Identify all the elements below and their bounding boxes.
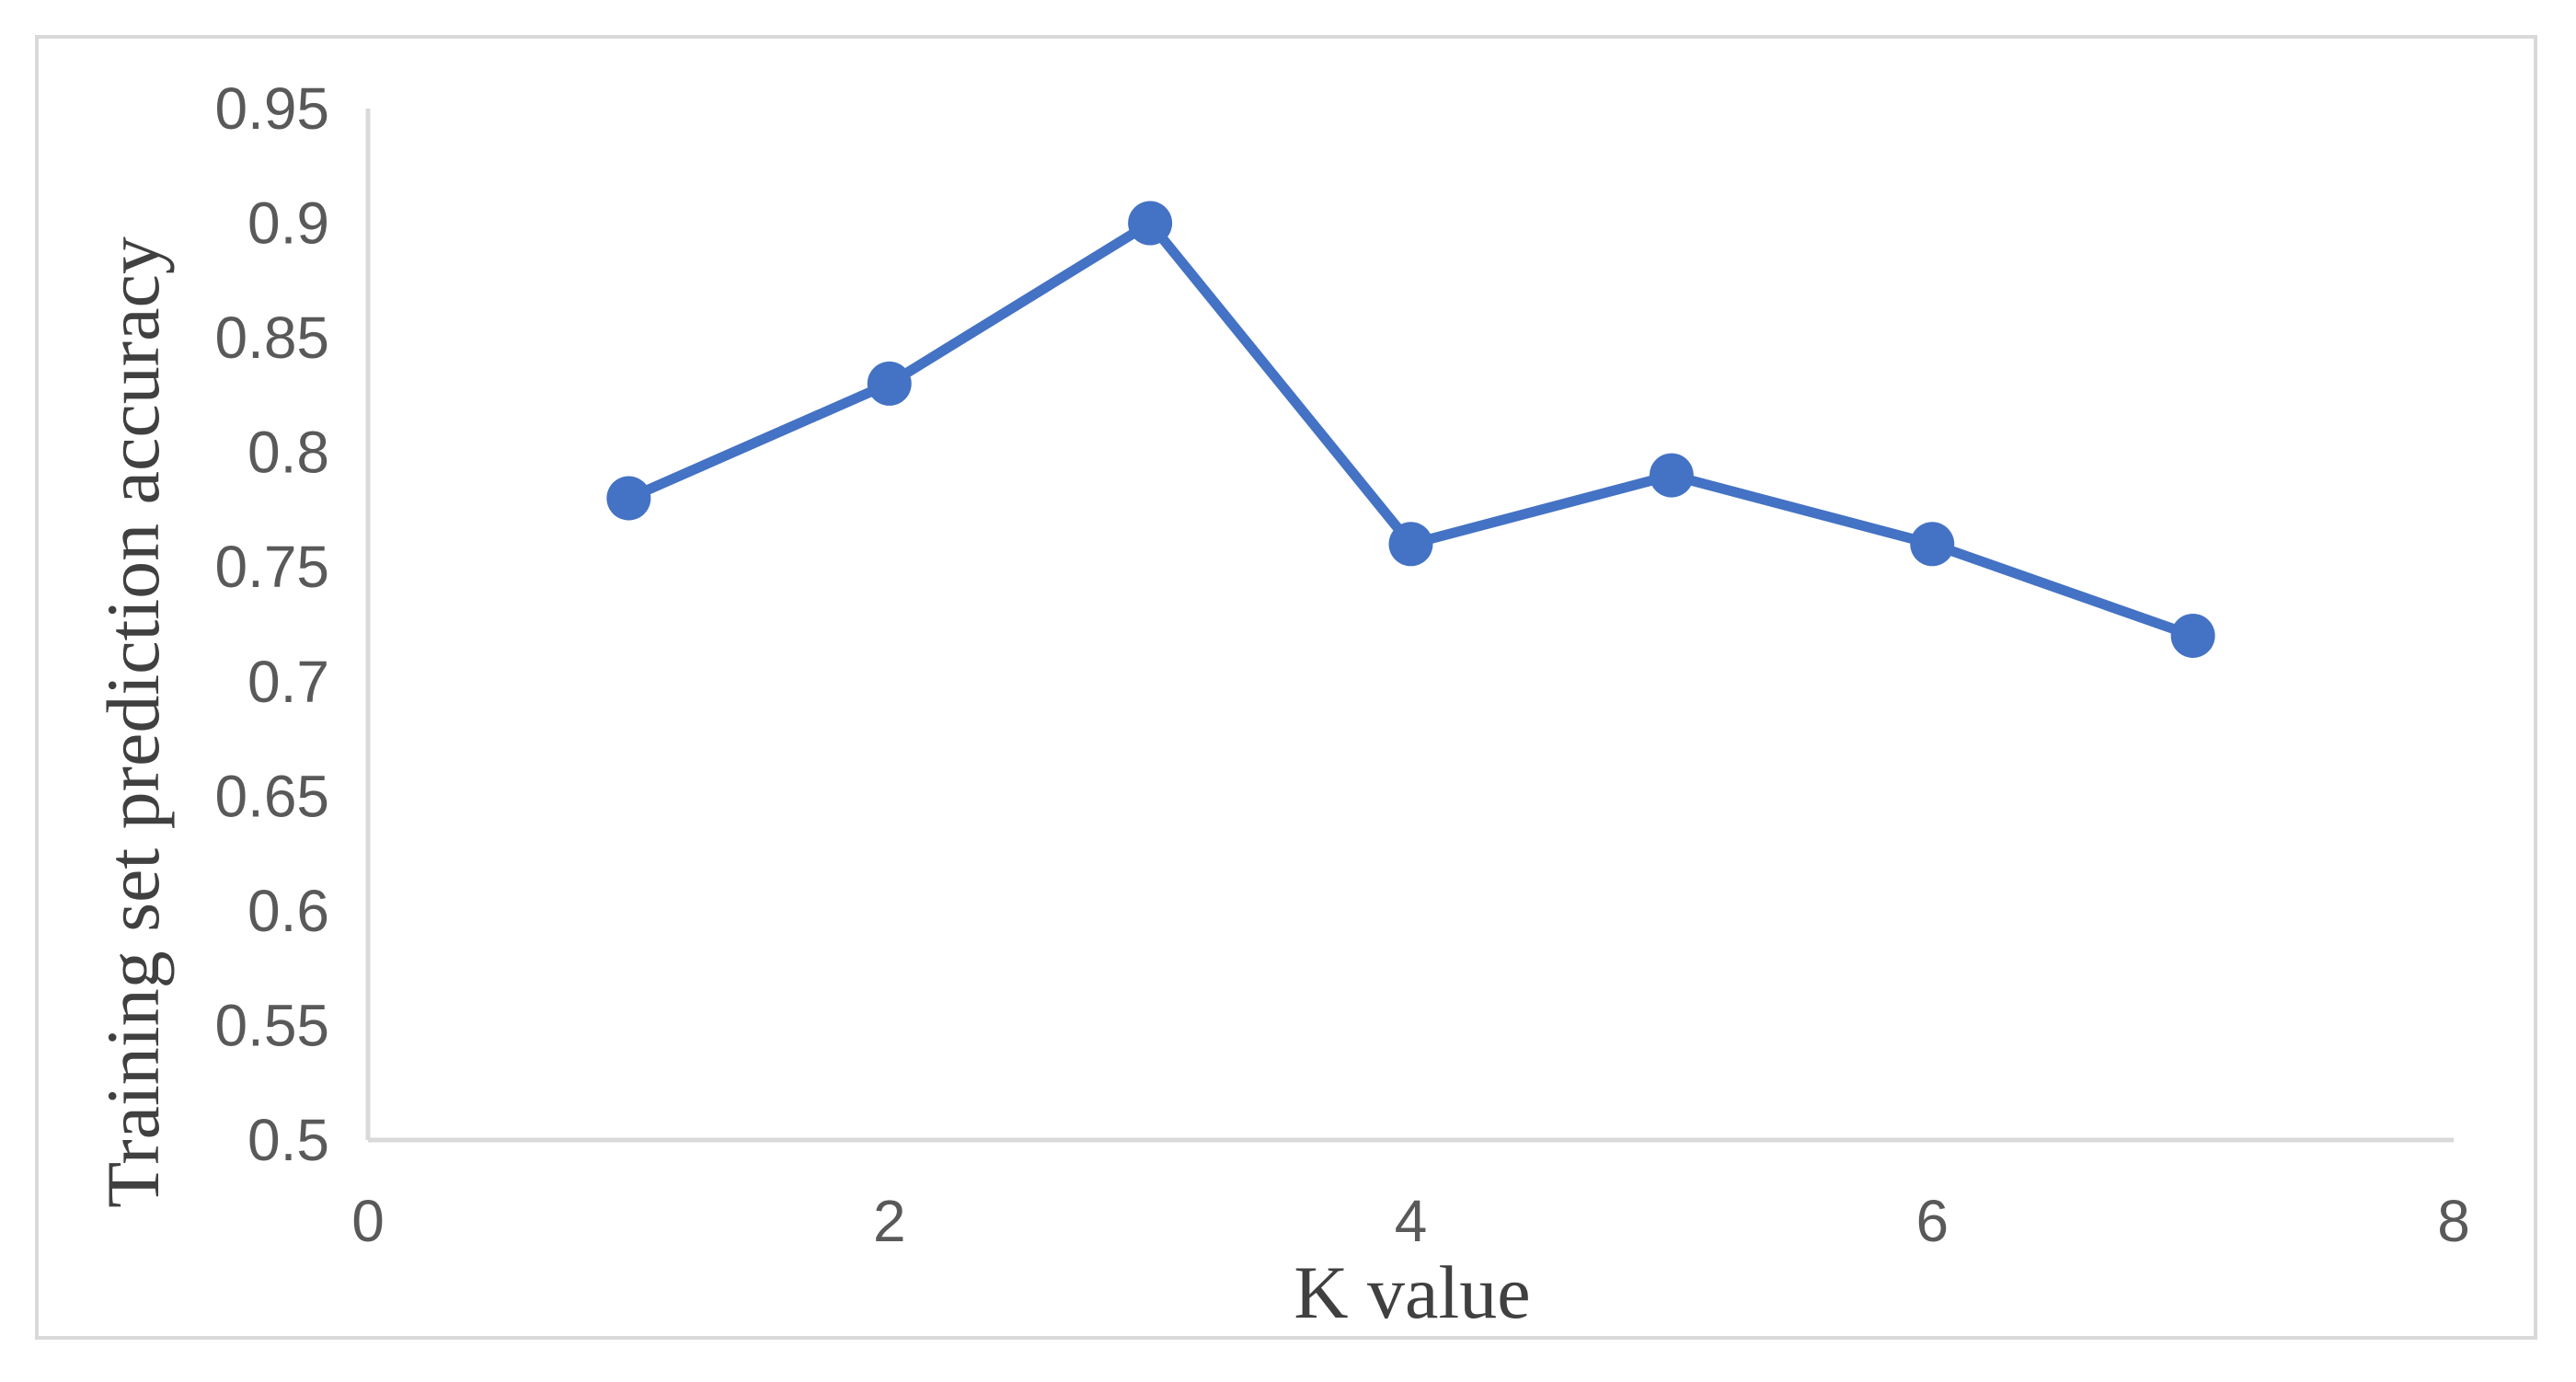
series-line — [623, 218, 2199, 641]
y-tick-label: 0.6 — [247, 878, 329, 944]
y-tick-label: 0.5 — [247, 1107, 329, 1173]
axes — [365, 109, 2454, 1143]
y-tick-label: 0.9 — [247, 190, 329, 257]
x-axis-title: K value — [1294, 1250, 1530, 1334]
data-point — [1388, 522, 1433, 567]
data-point — [2170, 613, 2215, 658]
x-tick-label: 4 — [1395, 1188, 1428, 1254]
data-point — [606, 476, 651, 521]
data-point — [1910, 522, 1955, 567]
x-tick-label: 2 — [873, 1188, 906, 1254]
y-tick-label: 0.85 — [214, 305, 329, 371]
data-point — [1128, 201, 1173, 246]
y-tick-label: 0.7 — [247, 649, 329, 715]
y-tick-label: 0.8 — [247, 420, 329, 486]
data-point — [867, 361, 912, 406]
x-tick-label: 0 — [351, 1188, 385, 1254]
y-tick-label: 0.65 — [214, 763, 329, 829]
y-tick-label: 0.75 — [214, 534, 329, 600]
tick-labels: 0.5 0.55 0.6 0.65 0.7 0.75 0.8 0.85 0.9 0.95 0 2 4 6 8 — [214, 75, 2469, 1254]
y-tick-label: 0.95 — [214, 75, 329, 142]
x-tick-label: 6 — [1915, 1188, 1949, 1254]
x-tick-label: 8 — [2437, 1188, 2470, 1254]
y-axis-title: Training set prediction accuracy — [91, 236, 175, 1208]
y-tick-label: 0.55 — [214, 992, 329, 1058]
data-point — [1649, 453, 1694, 498]
series-layer — [606, 201, 2215, 658]
chart-area — [35, 35, 2537, 1340]
